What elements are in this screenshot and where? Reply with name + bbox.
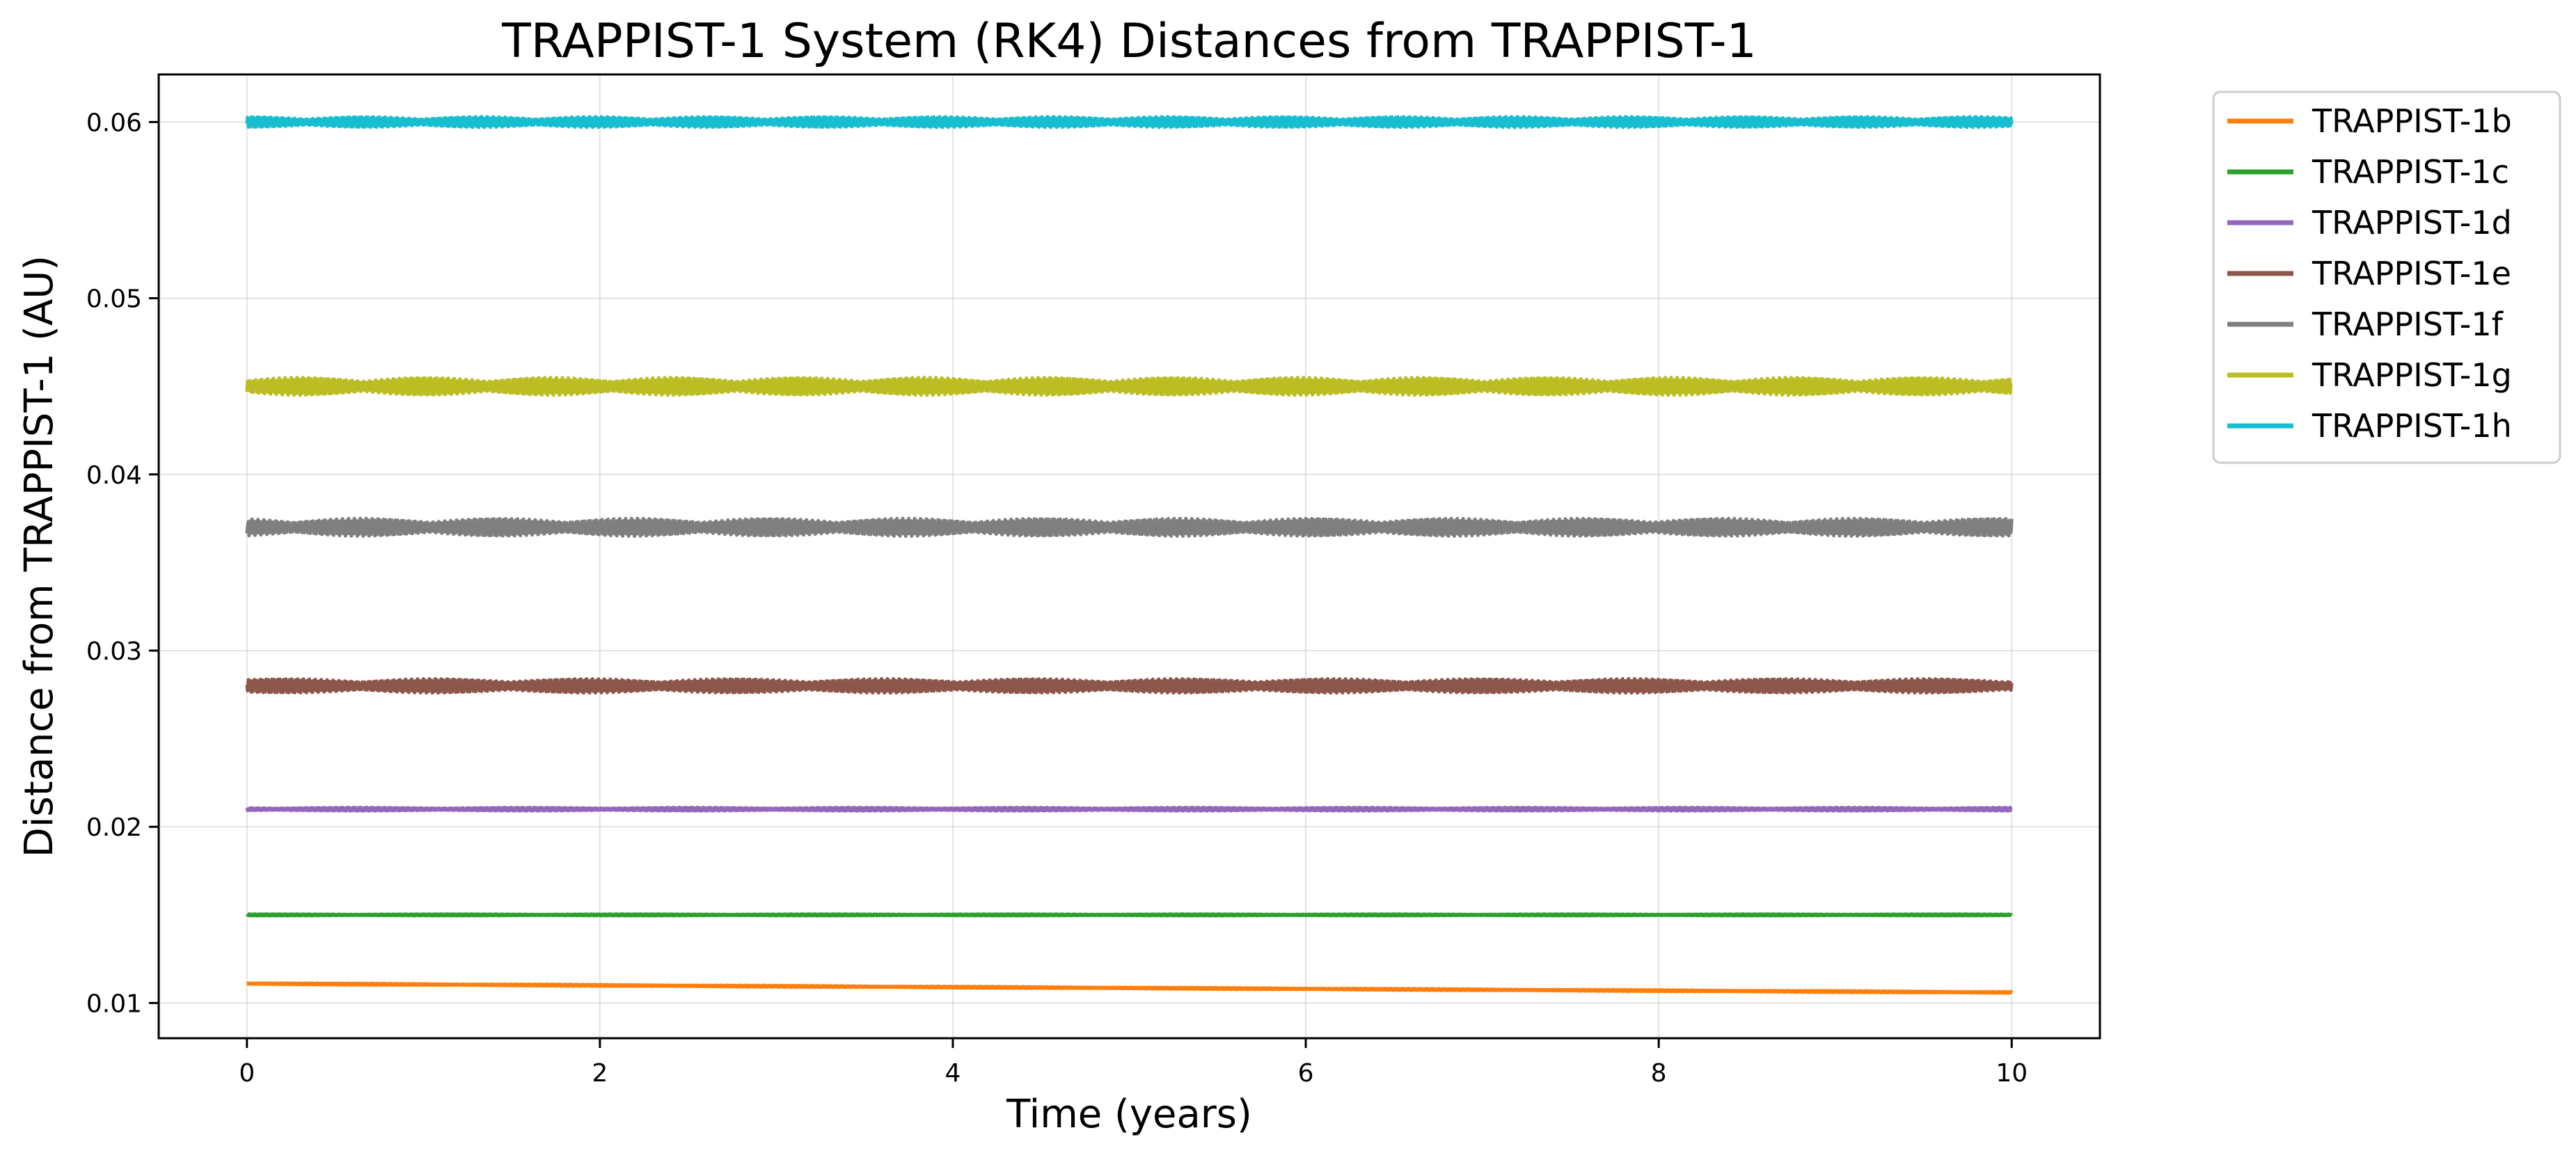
series-line-trappist-1d [245,805,2013,813]
series-line-trappist-1b [246,981,2014,995]
legend-box [2212,90,2561,464]
legend: TRAPPIST-1b TRAPPIST-1c TRAPPIST-1d TRAPPIS… [2212,90,2561,464]
x-tick-label: 2 [592,1059,608,1088]
x-tick-label: 6 [1298,1059,1314,1088]
legend-label: TRAPPIST-1b [2312,102,2512,140]
series-line-trappist-1h [245,115,2014,129]
series-line-trappist-1c [245,912,2014,918]
x-tick-label: 10 [1996,1059,2028,1088]
y-axis-label: Distance from TRAPPIST-1 (AU) [17,255,62,857]
y-axis: 0.01 0.02 0.03 0.04 0.05 0.06 [86,109,159,1018]
legend-label: TRAPPIST-1f [2312,305,2504,343]
legend-label: TRAPPIST-1e [2312,255,2511,292]
y-tick-label: 0.02 [86,813,142,842]
y-tick-label: 0.01 [86,990,142,1018]
x-tick-label: 0 [239,1059,255,1088]
x-tick-label: 8 [1651,1059,1667,1088]
legend-label: TRAPPIST-1d [2312,204,2512,241]
series-line-trappist-1e [245,677,2014,695]
x-axis: 0 2 4 6 8 10 [239,1038,2028,1088]
y-tick-label: 0.05 [86,285,142,314]
y-tick-label: 0.04 [86,461,142,490]
legend-label: TRAPPIST-1c [2312,153,2509,191]
x-axis-label: Time (years) [1006,1092,1252,1137]
series-line-trappist-1g [245,376,2013,397]
chart-title: TRAPPIST-1 System (RK4) Distances from T… [501,14,1757,69]
y-tick-label: 0.06 [86,109,142,137]
legend-label: TRAPPIST-1g [2312,356,2512,394]
plot-area [245,115,2014,995]
plot-frame [157,73,2101,1040]
legend-label: TRAPPIST-1h [2312,407,2512,445]
x-tick-label: 4 [945,1059,961,1088]
grid-lines [159,74,2100,1038]
series-line-trappist-1f [245,516,2014,538]
y-tick-label: 0.03 [86,637,142,666]
